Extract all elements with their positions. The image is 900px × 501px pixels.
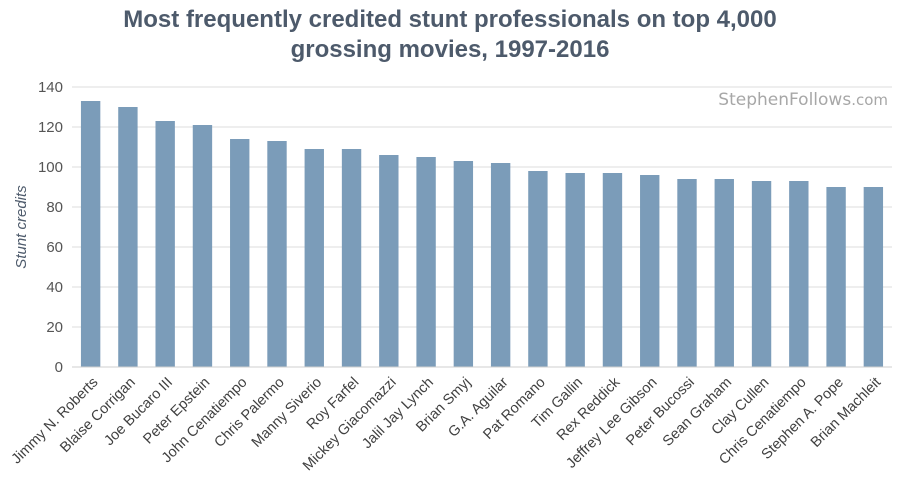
bar	[379, 155, 399, 367]
chart-title-line-1: Most frequently credited stunt professio…	[123, 6, 777, 33]
y-tick-label: 40	[46, 279, 63, 296]
y-tick-label: 0	[55, 359, 63, 376]
bar	[826, 187, 846, 367]
bar	[230, 139, 250, 367]
watermark-domain: .com	[851, 91, 888, 109]
bar	[118, 107, 138, 367]
bar	[751, 181, 772, 367]
bar	[789, 181, 809, 367]
bar	[267, 141, 287, 367]
y-tick-label: 20	[46, 319, 63, 336]
bar	[155, 121, 175, 367]
bar	[490, 163, 511, 367]
bar	[640, 175, 660, 367]
bar	[528, 171, 548, 367]
bar	[80, 101, 101, 367]
bar	[304, 149, 324, 367]
bar	[863, 187, 884, 367]
bar	[565, 173, 585, 367]
y-tick-label: 60	[46, 239, 63, 256]
bar	[416, 157, 436, 367]
y-axis-label: Stunt credits	[13, 185, 30, 269]
y-tick-label: 140	[38, 79, 63, 96]
bar	[192, 125, 213, 367]
y-tick-label: 100	[38, 159, 63, 176]
bar	[602, 173, 623, 367]
bar	[677, 179, 697, 367]
bar	[714, 179, 734, 367]
bar	[453, 161, 474, 367]
y-tick-label: 80	[46, 199, 63, 216]
watermark: StephenFollows.com	[718, 90, 888, 110]
watermark-name: StephenFollows	[718, 90, 852, 110]
chart-title-line-2: grossing movies, 1997-2016	[290, 36, 610, 63]
y-tick-label: 120	[38, 119, 63, 136]
bar	[341, 149, 362, 367]
